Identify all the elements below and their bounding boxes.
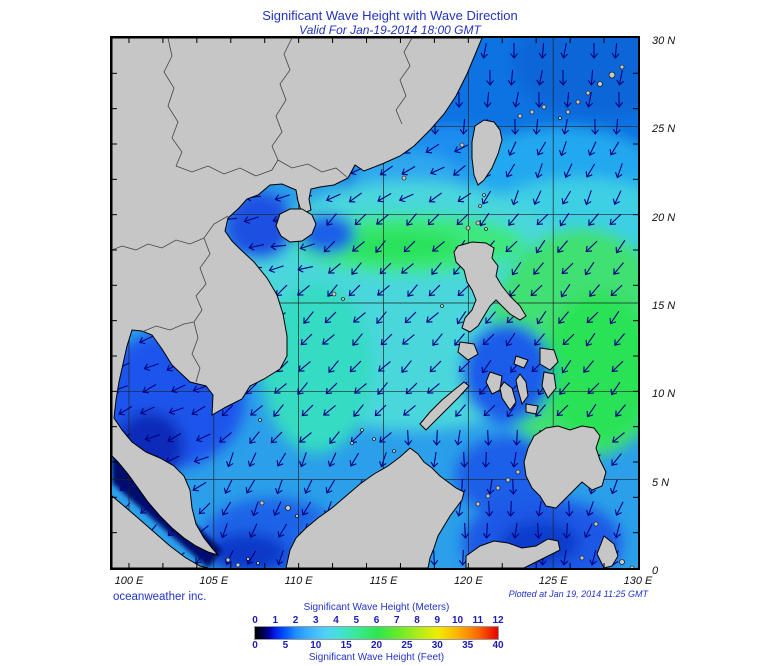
political-borders: [112, 38, 413, 383]
land-negros: [499, 381, 517, 411]
land-samar: [539, 347, 559, 371]
feet-tick-label: 35: [462, 640, 474, 651]
lat-label: 5 N: [652, 476, 670, 489]
land-leyte: [541, 371, 557, 399]
lon-label: 125 E: [538, 575, 568, 587]
degree-tick-marks: [112, 38, 638, 568]
lon-label: 105 E: [199, 575, 229, 587]
lon-label: 100 E: [114, 575, 144, 587]
wave-height-colorbar: [254, 626, 499, 640]
feet-tick-label: 10: [310, 640, 322, 651]
feet-tick-label: 15: [340, 640, 352, 651]
lon-label: 110 E: [284, 575, 313, 587]
land-taiwan: [471, 119, 503, 186]
land-panay: [485, 371, 503, 395]
land-masbate: [513, 355, 529, 369]
land-sulawesi: [465, 538, 561, 568]
land-mindanao: [523, 425, 607, 509]
land-cebu: [515, 373, 529, 406]
lon-label: 120 E: [453, 575, 483, 587]
colorbar-meters-ticks: 0 1 2 3 4 5 6 7 8 9 10 11 12: [252, 615, 503, 626]
lat-label: 0: [652, 565, 659, 577]
page-title: Significant Wave Height with Wave Direct…: [262, 8, 518, 23]
feet-tick-label: 30: [431, 640, 443, 651]
feet-tick-label: 0: [252, 640, 258, 651]
meters-tick-label: 0: [252, 615, 258, 626]
lat-label: 10 N: [652, 388, 676, 401]
colorbar-title-feet: Significant Wave Height (Feet): [308, 652, 445, 663]
land-palawan: [419, 381, 470, 431]
plotted-timestamp: Plotted at Jan 19, 2014 11:25 GMT: [508, 589, 648, 599]
meters-tick-label: 4: [333, 615, 339, 626]
meters-tick-label: 11: [472, 615, 484, 626]
feet-tick-label: 25: [401, 640, 413, 651]
land-hainan: [275, 208, 317, 243]
meters-tick-label: 1: [272, 615, 279, 626]
lat-label: 30 N: [652, 35, 676, 47]
valid-time-subtitle: Valid For Jan-19-2014 18:00 GMT: [299, 23, 481, 37]
land-masses: [112, 38, 635, 568]
lat-label: 25 N: [652, 123, 676, 136]
meters-tick-label: 9: [434, 615, 441, 626]
colorbar-title-meters: Significant Wave Height (Meters): [303, 602, 450, 613]
feet-tick-label: 20: [370, 640, 383, 651]
lon-label: 130 E: [623, 575, 653, 587]
lat-label: 20 N: [652, 211, 676, 224]
wave-height-map: [112, 38, 638, 568]
credit-oceanweather: oceanweather inc.: [113, 591, 207, 603]
land-borneo: [285, 447, 465, 568]
land-luzon: [453, 241, 527, 333]
lon-label: 115 E: [369, 575, 398, 587]
lat-label: 15 N: [652, 300, 676, 312]
meters-tick-label: 12: [492, 615, 504, 626]
feet-tick-label: 40: [492, 640, 504, 651]
meters-tick-label: 7: [393, 615, 400, 626]
land-mindoro: [457, 341, 479, 361]
meters-tick-label: 5: [353, 615, 360, 626]
meters-tick-label: 2: [292, 615, 299, 626]
meters-tick-label: 3: [312, 615, 319, 626]
meters-tick-label: 8: [414, 615, 420, 626]
small-islands: [225, 64, 635, 568]
meters-tick-label: 10: [451, 615, 464, 626]
colorbar-feet-ticks: 0 5 10 15 20 25 30 35 40: [252, 640, 503, 651]
meters-tick-label: 6: [373, 615, 380, 626]
land-sumatra: [112, 495, 209, 568]
feet-tick-label: 5: [282, 640, 289, 651]
land-bohol: [525, 403, 539, 415]
land-halmahera: [596, 535, 619, 568]
map-plot-area: [110, 36, 640, 570]
